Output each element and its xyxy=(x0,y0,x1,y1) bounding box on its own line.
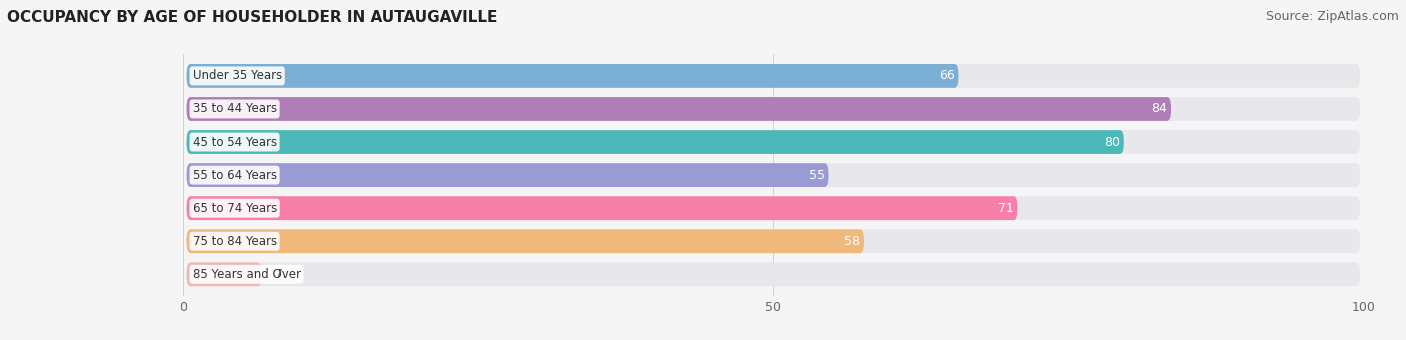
Text: OCCUPANCY BY AGE OF HOUSEHOLDER IN AUTAUGAVILLE: OCCUPANCY BY AGE OF HOUSEHOLDER IN AUTAU… xyxy=(7,10,498,25)
Text: 84: 84 xyxy=(1152,102,1167,116)
FancyBboxPatch shape xyxy=(187,196,1018,220)
FancyBboxPatch shape xyxy=(187,262,1360,286)
Text: 35 to 44 Years: 35 to 44 Years xyxy=(193,102,277,116)
Text: 75 to 84 Years: 75 to 84 Years xyxy=(193,235,277,248)
Text: 55 to 64 Years: 55 to 64 Years xyxy=(193,169,277,182)
Text: 65 to 74 Years: 65 to 74 Years xyxy=(193,202,277,215)
FancyBboxPatch shape xyxy=(187,230,1360,253)
Text: Under 35 Years: Under 35 Years xyxy=(193,69,281,82)
Text: Source: ZipAtlas.com: Source: ZipAtlas.com xyxy=(1265,10,1399,23)
Text: 71: 71 xyxy=(998,202,1014,215)
Text: 80: 80 xyxy=(1104,136,1121,149)
Text: 85 Years and Over: 85 Years and Over xyxy=(193,268,301,281)
Text: 66: 66 xyxy=(939,69,955,82)
FancyBboxPatch shape xyxy=(187,130,1123,154)
FancyBboxPatch shape xyxy=(187,130,1360,154)
Text: 45 to 54 Years: 45 to 54 Years xyxy=(193,136,277,149)
Text: 7: 7 xyxy=(276,268,283,281)
FancyBboxPatch shape xyxy=(187,64,959,88)
Text: 55: 55 xyxy=(808,169,825,182)
FancyBboxPatch shape xyxy=(187,196,1360,220)
FancyBboxPatch shape xyxy=(187,163,1360,187)
Text: 58: 58 xyxy=(845,235,860,248)
FancyBboxPatch shape xyxy=(187,163,828,187)
FancyBboxPatch shape xyxy=(187,97,1360,121)
FancyBboxPatch shape xyxy=(187,230,863,253)
FancyBboxPatch shape xyxy=(187,262,262,286)
FancyBboxPatch shape xyxy=(187,97,1171,121)
FancyBboxPatch shape xyxy=(187,64,1360,88)
